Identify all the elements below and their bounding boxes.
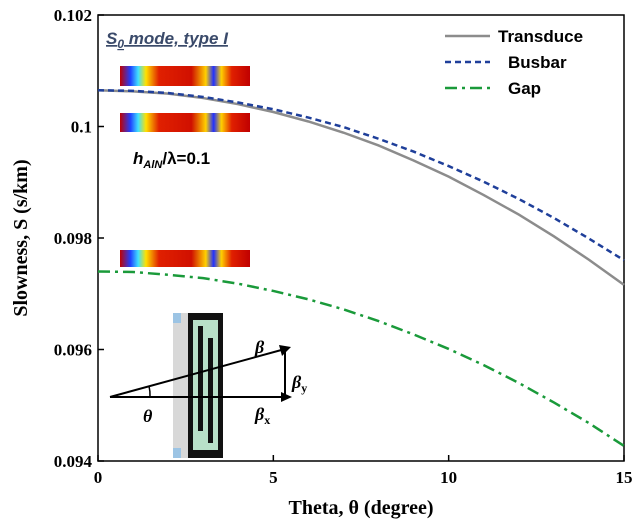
beta-x-label-part: x xyxy=(264,413,270,427)
mode-label: S0 mode, type I xyxy=(106,29,229,51)
x-tick-label: 15 xyxy=(616,468,632,487)
x-axis-label: Theta, θ (degree) xyxy=(288,497,433,519)
y-tick-label: 0.094 xyxy=(54,452,93,471)
ratio-label-part: h xyxy=(133,149,143,168)
beta-y-label: βy xyxy=(291,372,307,395)
x-tick-label: 0 xyxy=(94,468,103,487)
x-tick-label: 5 xyxy=(269,468,278,487)
ratio-label-part: /λ=0.1 xyxy=(162,149,210,168)
mode-label-part: S xyxy=(106,29,118,48)
mode-label-part: mode, type I xyxy=(124,29,229,48)
x-tick-label: 10 xyxy=(440,468,457,487)
beta-x-label: βx xyxy=(254,404,270,427)
legend-label: Busbar xyxy=(508,53,567,72)
y-tick-label: 0.096 xyxy=(54,341,92,360)
legend-label: Transduce xyxy=(498,27,583,46)
ratio-label: hAlN/λ=0.1 xyxy=(133,149,210,171)
y-tick-label: 0.102 xyxy=(54,6,92,25)
y-tick-label: 0.1 xyxy=(71,118,92,137)
ratio-label-part: AlN xyxy=(142,159,163,171)
theta-label: θ xyxy=(143,406,153,426)
legend-label: Gap xyxy=(508,79,541,98)
insets xyxy=(110,66,292,458)
beta-label: β xyxy=(254,337,265,357)
y-tick-label: 0.098 xyxy=(54,229,92,248)
beta-y-label-part: y xyxy=(301,381,307,395)
y-axis-label: Slowness, S (s/km) xyxy=(10,159,32,316)
